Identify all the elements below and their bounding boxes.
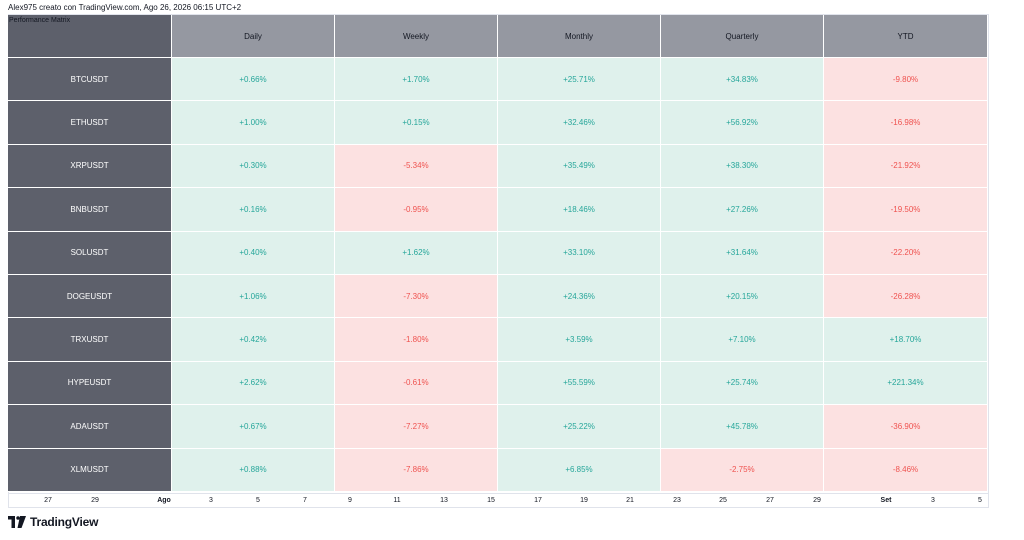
performance-cell: +1.06% [172,274,335,319]
time-axis-tick: 29 [91,497,99,504]
performance-cell: +3.59% [498,318,661,362]
performance-cell: +27.26% [661,188,824,232]
column-header-ytd: YTD [824,15,988,58]
performance-cell: +35.49% [498,144,661,189]
row-header-dogeusdt: DOGEUSDT [8,274,172,319]
performance-cell: +56.92% [661,101,824,145]
performance-cell: +34.83% [661,58,824,102]
time-axis-tick: 25 [719,497,727,504]
performance-cell: +32.46% [498,101,661,145]
row-header-hypeusdt: HYPEUSDT [8,361,172,406]
performance-cell: +24.36% [498,274,661,319]
time-axis-tick: 3 [931,497,935,504]
performance-cell: +7.10% [661,318,824,362]
row-header-trxusdt: TRXUSDT [8,318,172,362]
row-header-btcusdt: BTCUSDT [8,58,172,102]
column-header-weekly: Weekly [335,15,498,58]
performance-cell: -21.92% [824,144,988,189]
performance-cell: -7.27% [335,405,498,449]
performance-cell: +0.88% [172,448,335,492]
row-header-solusdt: SOLUSDT [8,231,172,275]
performance-cell: -7.30% [335,274,498,319]
time-axis-tick: 9 [348,497,352,504]
time-axis-tick: 15 [487,497,495,504]
performance-cell: +0.30% [172,144,335,189]
performance-cell: -0.95% [335,188,498,232]
performance-cell: -36.90% [824,405,988,449]
performance-cell: +0.15% [335,101,498,145]
performance-cell: -0.61% [335,361,498,406]
performance-cell: -16.98% [824,101,988,145]
time-axis-tick: 11 [393,497,401,504]
performance-cell: +1.70% [335,58,498,102]
tradingview-branding[interactable]: TradingView [8,515,98,529]
column-header-quarterly: Quarterly [661,15,824,58]
performance-cell: +1.62% [335,231,498,275]
performance-cell: +45.78% [661,405,824,449]
time-axis-tick: 5 [256,497,260,504]
performance-cell: +6.85% [498,448,661,492]
tradingview-logo-icon [8,516,26,528]
time-axis-tick: 29 [813,497,821,504]
performance-cell: +0.42% [172,318,335,362]
matrix-corner: Performance Matrix [8,15,172,58]
row-header-xlmusdt: XLMUSDT [8,448,172,492]
performance-cell: +33.10% [498,231,661,275]
performance-cell: +31.64% [661,231,824,275]
time-axis-tick: 17 [534,497,542,504]
time-axis-tick: 5 [978,497,982,504]
performance-cell: -2.75% [661,448,824,492]
performance-cell: +55.59% [498,361,661,406]
performance-cell: +0.66% [172,58,335,102]
performance-cell: +25.71% [498,58,661,102]
performance-cell: -9.80% [824,58,988,102]
row-header-xrpusdt: XRPUSDT [8,144,172,189]
performance-cell: +18.70% [824,318,988,362]
tradingview-wordmark: TradingView [30,515,99,529]
performance-cell: +0.40% [172,231,335,275]
time-axis-tick: 19 [580,497,588,504]
performance-cell: -26.28% [824,274,988,319]
chart-header: Alex975 creato con TradingView.com, Ago … [8,3,242,12]
row-header-ethusdt: ETHUSDT [8,101,172,145]
matrix-title: Performance Matrix [9,17,71,24]
performance-cell: +38.30% [661,144,824,189]
time-axis-tick: Ago [157,497,171,504]
time-axis-tick: 23 [673,497,681,504]
performance-cell: -7.86% [335,448,498,492]
column-header-monthly: Monthly [498,15,661,58]
performance-cell: -8.46% [824,448,988,492]
column-header-daily: Daily [172,15,335,58]
performance-cell: +2.62% [172,361,335,406]
performance-cell: +18.46% [498,188,661,232]
time-axis-tick: 13 [440,497,448,504]
time-axis-tick: 27 [766,497,774,504]
time-axis-tick: Set [880,497,892,504]
time-axis-tick: 21 [626,497,634,504]
time-axis[interactable]: 27 29 Ago 3 5 7 9 11 13 15 17 19 21 23 25 27 29 Set 3 5 [8,493,989,507]
performance-cell: +0.16% [172,188,335,232]
time-axis-tick: 27 [44,497,52,504]
row-header-adausdt: ADAUSDT [8,405,172,449]
performance-cell: +1.00% [172,101,335,145]
performance-cell: -5.34% [335,144,498,189]
performance-cell: +20.15% [661,274,824,319]
time-axis-tick: 3 [209,497,213,504]
performance-cell: +25.22% [498,405,661,449]
performance-cell: +0.67% [172,405,335,449]
performance-cell: +25.74% [661,361,824,406]
performance-cell: -1.80% [335,318,498,362]
row-header-bnbusdt: BNBUSDT [8,188,172,232]
performance-cell: -22.20% [824,231,988,275]
performance-cell: +221.34% [824,361,988,406]
performance-cell: -19.50% [824,188,988,232]
performance-matrix-table: Performance Matrix Daily Weekly Monthly Qua… [8,15,989,492]
time-axis-tick: 7 [303,497,307,504]
